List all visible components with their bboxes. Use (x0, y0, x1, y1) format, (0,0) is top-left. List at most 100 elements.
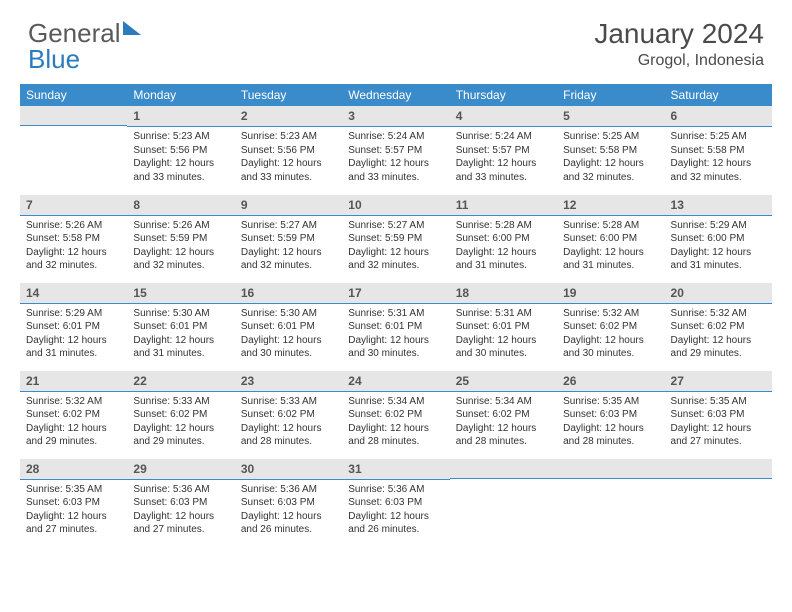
calendar-row: 28Sunrise: 5:35 AMSunset: 6:03 PMDayligh… (20, 458, 772, 546)
calendar-cell: 14Sunrise: 5:29 AMSunset: 6:01 PMDayligh… (20, 282, 127, 370)
day-number: 19 (557, 283, 664, 304)
calendar-cell: 25Sunrise: 5:34 AMSunset: 6:02 PMDayligh… (450, 370, 557, 458)
day-number: 27 (665, 371, 772, 392)
day-details: Sunrise: 5:23 AMSunset: 5:56 PMDaylight:… (235, 127, 342, 184)
day-number: 20 (665, 283, 772, 304)
calendar-cell: 18Sunrise: 5:31 AMSunset: 6:01 PMDayligh… (450, 282, 557, 370)
day-number: 23 (235, 371, 342, 392)
calendar-table: SundayMondayTuesdayWednesdayThursdayFrid… (20, 84, 772, 547)
day-details: Sunrise: 5:27 AMSunset: 5:59 PMDaylight:… (342, 216, 449, 273)
day-details: Sunrise: 5:24 AMSunset: 5:57 PMDaylight:… (342, 127, 449, 184)
day-details: Sunrise: 5:30 AMSunset: 6:01 PMDaylight:… (127, 304, 234, 361)
day-number: 13 (665, 195, 772, 216)
calendar-cell: 9Sunrise: 5:27 AMSunset: 5:59 PMDaylight… (235, 194, 342, 282)
day-number: 30 (235, 459, 342, 480)
day-details: Sunrise: 5:32 AMSunset: 6:02 PMDaylight:… (557, 304, 664, 361)
day-details: Sunrise: 5:32 AMSunset: 6:02 PMDaylight:… (20, 392, 127, 449)
day-number: 10 (342, 195, 449, 216)
weekday-header: Friday (557, 84, 664, 106)
calendar-cell: 23Sunrise: 5:33 AMSunset: 6:02 PMDayligh… (235, 370, 342, 458)
title-block: January 2024 Grogol, Indonesia (594, 18, 764, 70)
day-details: Sunrise: 5:33 AMSunset: 6:02 PMDaylight:… (127, 392, 234, 449)
day-details: Sunrise: 5:34 AMSunset: 6:02 PMDaylight:… (450, 392, 557, 449)
weekday-header-row: SundayMondayTuesdayWednesdayThursdayFrid… (20, 84, 772, 106)
weekday-header: Thursday (450, 84, 557, 106)
calendar-cell: 11Sunrise: 5:28 AMSunset: 6:00 PMDayligh… (450, 194, 557, 282)
day-number: 21 (20, 371, 127, 392)
day-details: Sunrise: 5:32 AMSunset: 6:02 PMDaylight:… (665, 304, 772, 361)
calendar-cell: 24Sunrise: 5:34 AMSunset: 6:02 PMDayligh… (342, 370, 449, 458)
calendar-cell: 5Sunrise: 5:25 AMSunset: 5:58 PMDaylight… (557, 106, 664, 194)
calendar-cell: 16Sunrise: 5:30 AMSunset: 6:01 PMDayligh… (235, 282, 342, 370)
calendar-row: 21Sunrise: 5:32 AMSunset: 6:02 PMDayligh… (20, 370, 772, 458)
day-details: Sunrise: 5:36 AMSunset: 6:03 PMDaylight:… (342, 480, 449, 537)
day-details: Sunrise: 5:28 AMSunset: 6:00 PMDaylight:… (557, 216, 664, 273)
day-number: 5 (557, 106, 664, 127)
day-number: 7 (20, 195, 127, 216)
day-number: 8 (127, 195, 234, 216)
day-number: 14 (20, 283, 127, 304)
day-number: 22 (127, 371, 234, 392)
calendar-cell: 7Sunrise: 5:26 AMSunset: 5:58 PMDaylight… (20, 194, 127, 282)
day-details: Sunrise: 5:29 AMSunset: 6:00 PMDaylight:… (665, 216, 772, 273)
day-number: 26 (557, 371, 664, 392)
day-number: 6 (665, 106, 772, 127)
day-number: 1 (127, 106, 234, 127)
day-details: Sunrise: 5:30 AMSunset: 6:01 PMDaylight:… (235, 304, 342, 361)
day-details: Sunrise: 5:25 AMSunset: 5:58 PMDaylight:… (665, 127, 772, 184)
weekday-header: Wednesday (342, 84, 449, 106)
day-number: 9 (235, 195, 342, 216)
calendar-cell: 6Sunrise: 5:25 AMSunset: 5:58 PMDaylight… (665, 106, 772, 194)
day-details: Sunrise: 5:33 AMSunset: 6:02 PMDaylight:… (235, 392, 342, 449)
calendar-row: 1Sunrise: 5:23 AMSunset: 5:56 PMDaylight… (20, 106, 772, 194)
day-number: 29 (127, 459, 234, 480)
day-details: Sunrise: 5:34 AMSunset: 6:02 PMDaylight:… (342, 392, 449, 449)
calendar-cell: 10Sunrise: 5:27 AMSunset: 5:59 PMDayligh… (342, 194, 449, 282)
calendar-cell: 28Sunrise: 5:35 AMSunset: 6:03 PMDayligh… (20, 458, 127, 546)
calendar-cell: 29Sunrise: 5:36 AMSunset: 6:03 PMDayligh… (127, 458, 234, 546)
brand-part2: Blue (28, 44, 80, 75)
location-label: Grogol, Indonesia (594, 52, 764, 70)
weekday-header: Sunday (20, 84, 127, 106)
empty-day (665, 459, 772, 479)
calendar-row: 7Sunrise: 5:26 AMSunset: 5:58 PMDaylight… (20, 194, 772, 282)
calendar-cell (450, 458, 557, 546)
weekday-header: Saturday (665, 84, 772, 106)
day-details: Sunrise: 5:29 AMSunset: 6:01 PMDaylight:… (20, 304, 127, 361)
calendar-cell: 8Sunrise: 5:26 AMSunset: 5:59 PMDaylight… (127, 194, 234, 282)
day-details: Sunrise: 5:35 AMSunset: 6:03 PMDaylight:… (557, 392, 664, 449)
calendar-cell: 30Sunrise: 5:36 AMSunset: 6:03 PMDayligh… (235, 458, 342, 546)
calendar-cell: 31Sunrise: 5:36 AMSunset: 6:03 PMDayligh… (342, 458, 449, 546)
calendar-cell: 19Sunrise: 5:32 AMSunset: 6:02 PMDayligh… (557, 282, 664, 370)
calendar-cell: 4Sunrise: 5:24 AMSunset: 5:57 PMDaylight… (450, 106, 557, 194)
calendar-cell: 17Sunrise: 5:31 AMSunset: 6:01 PMDayligh… (342, 282, 449, 370)
calendar-cell: 3Sunrise: 5:24 AMSunset: 5:57 PMDaylight… (342, 106, 449, 194)
day-number: 17 (342, 283, 449, 304)
empty-day (557, 459, 664, 479)
calendar-row: 14Sunrise: 5:29 AMSunset: 6:01 PMDayligh… (20, 282, 772, 370)
day-details: Sunrise: 5:28 AMSunset: 6:00 PMDaylight:… (450, 216, 557, 273)
day-details: Sunrise: 5:27 AMSunset: 5:59 PMDaylight:… (235, 216, 342, 273)
calendar-cell: 26Sunrise: 5:35 AMSunset: 6:03 PMDayligh… (557, 370, 664, 458)
day-details: Sunrise: 5:24 AMSunset: 5:57 PMDaylight:… (450, 127, 557, 184)
day-number: 31 (342, 459, 449, 480)
empty-day (450, 459, 557, 479)
weekday-header: Tuesday (235, 84, 342, 106)
calendar-cell: 22Sunrise: 5:33 AMSunset: 6:02 PMDayligh… (127, 370, 234, 458)
calendar-cell (20, 106, 127, 194)
day-number: 2 (235, 106, 342, 127)
day-number: 4 (450, 106, 557, 127)
weekday-header: Monday (127, 84, 234, 106)
day-details: Sunrise: 5:36 AMSunset: 6:03 PMDaylight:… (127, 480, 234, 537)
month-title: January 2024 (594, 18, 764, 50)
calendar-cell: 12Sunrise: 5:28 AMSunset: 6:00 PMDayligh… (557, 194, 664, 282)
day-number: 16 (235, 283, 342, 304)
day-details: Sunrise: 5:31 AMSunset: 6:01 PMDaylight:… (450, 304, 557, 361)
day-details: Sunrise: 5:35 AMSunset: 6:03 PMDaylight:… (20, 480, 127, 537)
day-details: Sunrise: 5:26 AMSunset: 5:58 PMDaylight:… (20, 216, 127, 273)
day-number: 18 (450, 283, 557, 304)
day-number: 25 (450, 371, 557, 392)
day-details: Sunrise: 5:23 AMSunset: 5:56 PMDaylight:… (127, 127, 234, 184)
calendar-cell (557, 458, 664, 546)
day-number: 3 (342, 106, 449, 127)
